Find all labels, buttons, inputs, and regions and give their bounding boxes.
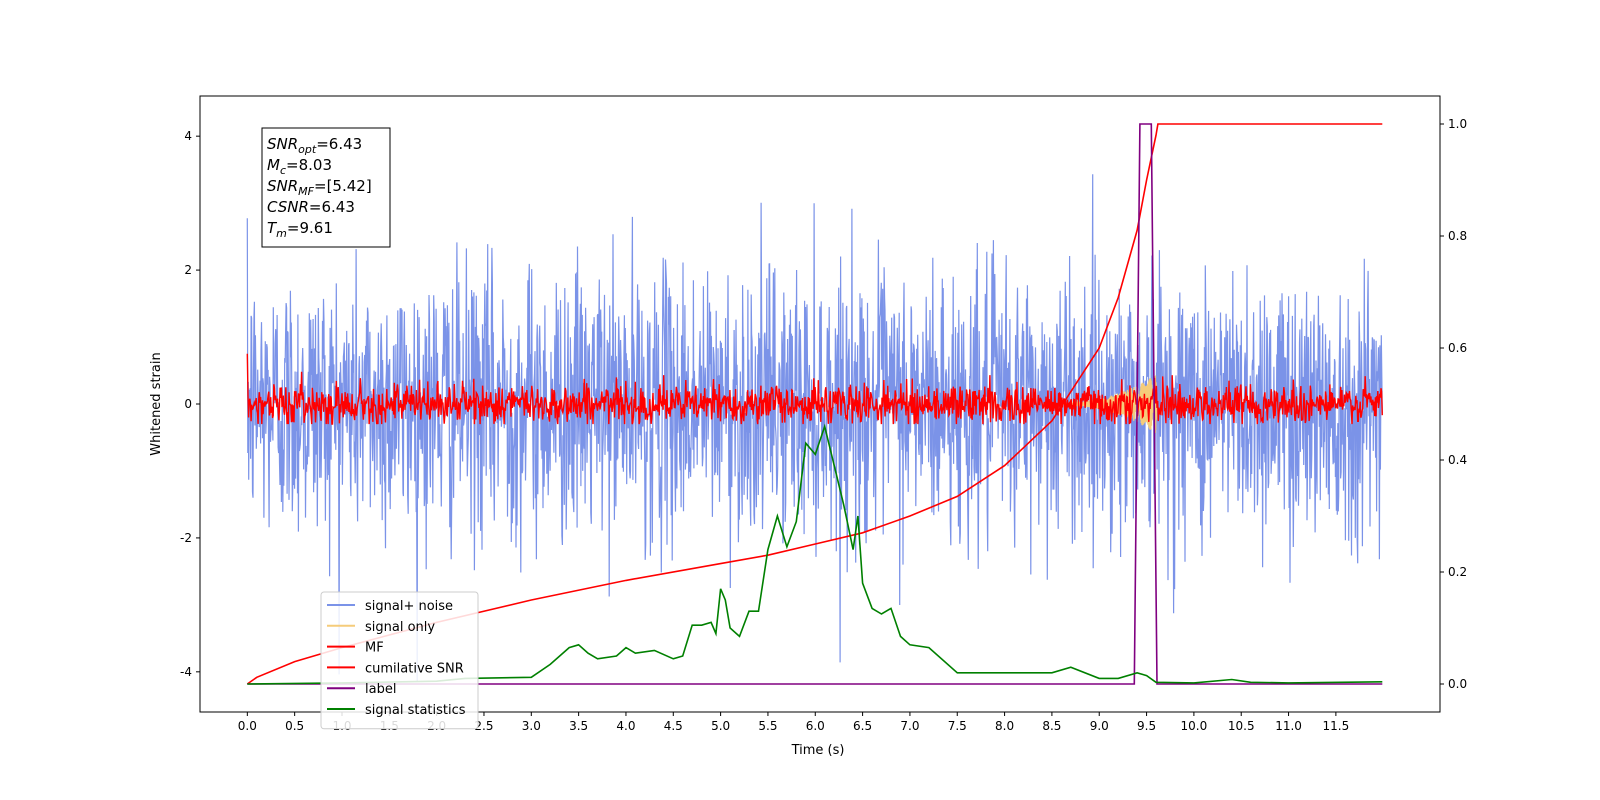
x-tick-label: 10.5 [1228, 719, 1255, 733]
x-tick-label: 3.0 [522, 719, 541, 733]
y-left-tick-label: -4 [180, 665, 192, 679]
x-tick-label: 9.0 [1090, 719, 1109, 733]
x-tick-label: 4.0 [616, 719, 635, 733]
y-axis-title: Whitened strain [149, 352, 164, 455]
x-tick-label: 10.0 [1181, 719, 1208, 733]
x-tick-label: 9.5 [1137, 719, 1156, 733]
legend-label: signal only [365, 620, 435, 635]
stats-annotation-frame [261, 127, 391, 248]
x-tick-label: 11.5 [1323, 719, 1350, 733]
y-right-tick-label: 0.4 [1448, 453, 1467, 467]
legend-label: MF [365, 641, 384, 656]
legend-label: signal statistics [365, 703, 466, 718]
x-tick-label: 6.5 [853, 719, 872, 733]
x-tick-label: 7.5 [948, 719, 967, 733]
y-axis-right-ticks: 0.0 0.2 0.4 0.6 0.8 1.0 [1440, 117, 1467, 691]
stats-annotation-line: Tm=9.61 [267, 219, 333, 240]
series-mf [246, 353, 1383, 425]
y-right-tick-label: 0.0 [1448, 677, 1467, 691]
x-tick-label: 11.0 [1275, 719, 1302, 733]
x-tick-label: 3.5 [569, 719, 588, 733]
stats-annotation-line: SNRopt=6.43 [267, 135, 362, 156]
series-signal-statistics [247, 423, 1383, 685]
x-tick-label: 7.0 [900, 719, 919, 733]
stats-annotation-line: SNRMF=[5.42] [267, 177, 372, 198]
legend-label: cumilative SNR [365, 661, 464, 676]
y-axis-left-ticks: -4 -2 0 2 4 [180, 129, 200, 679]
series-signal-noise [246, 174, 1383, 682]
legend: signal+ noise signal only MF cumilative SNR… [320, 591, 479, 730]
x-tick-label: 8.5 [1042, 719, 1061, 733]
y-left-tick-label: 4 [184, 129, 192, 143]
stats-annotation-line: Mc=8.03 [267, 156, 332, 177]
legend-label: signal+ noise [365, 599, 453, 614]
y-left-tick-label: 2 [184, 263, 192, 277]
series-label [247, 123, 1383, 685]
y-left-tick-label: -2 [180, 531, 192, 545]
y-right-tick-label: 0.6 [1448, 341, 1467, 355]
x-tick-label: 8.0 [995, 719, 1014, 733]
y-right-tick-label: 0.8 [1448, 229, 1467, 243]
x-tick-label: 4.5 [664, 719, 683, 733]
x-tick-label: 5.0 [711, 719, 730, 733]
y-right-tick-label: 0.2 [1448, 565, 1467, 579]
legend-label: label [365, 682, 396, 697]
legend-frame [320, 591, 479, 730]
x-tick-label: 0.0 [238, 719, 257, 733]
stats-annotation-line: CSNR=6.43 [267, 198, 355, 216]
x-tick-label: 6.0 [806, 719, 825, 733]
y-right-tick-label: 1.0 [1448, 117, 1467, 131]
y-left-tick-label: 0 [184, 397, 192, 411]
x-tick-label: 5.5 [758, 719, 777, 733]
x-axis-title: Time (s) [791, 743, 845, 758]
x-tick-label: 2.5 [474, 719, 493, 733]
x-tick-label: 0.5 [285, 719, 304, 733]
